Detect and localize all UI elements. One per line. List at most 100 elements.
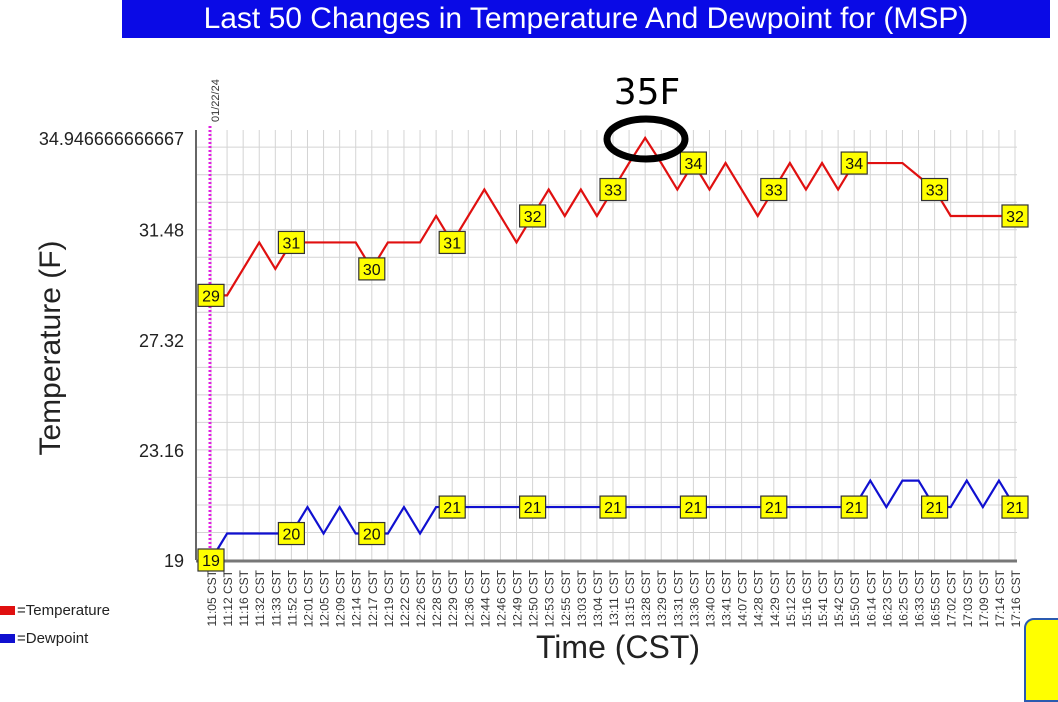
x-tick-label: 17:16 CST [1009, 569, 1023, 627]
x-tick-label: 13:28 CST [639, 569, 653, 627]
x-tick-label: 17:09 CST [977, 569, 991, 627]
x-tick-label: 14:07 CST [736, 569, 750, 627]
x-tick-label: 11:12 CST [221, 569, 235, 626]
data-label-text: 32 [524, 209, 542, 226]
x-tick-label: 11:32 CST [253, 569, 267, 626]
data-label-dewpoint: 20 [277, 521, 305, 546]
data-point-temperature [965, 214, 968, 217]
data-point-temperature [242, 267, 245, 270]
data-point-dewpoint [354, 532, 357, 535]
y-tick-label: 31.48 [139, 221, 184, 241]
data-point-dewpoint [821, 506, 824, 509]
data-label-temperature: 31 [438, 230, 466, 255]
data-label-text: 21 [845, 500, 863, 517]
data-point-temperature [435, 214, 438, 217]
data-label-text: 19 [202, 553, 220, 570]
data-point-temperature [724, 162, 727, 165]
x-tick-label: 13:40 CST [703, 569, 717, 627]
data-label-dewpoint: 21 [679, 495, 708, 519]
x-tick-label: 12:36 CST [462, 569, 476, 627]
data-label-temperature: 33 [760, 177, 788, 202]
data-label-text: 32 [1006, 209, 1024, 226]
data-point-temperature [981, 214, 984, 217]
data-label-text: 21 [926, 500, 944, 517]
data-point-dewpoint [226, 532, 229, 535]
data-label-box [840, 151, 868, 175]
x-tick-label: 11:05 CST [205, 569, 219, 626]
data-point-temperature [547, 188, 550, 191]
data-label-box [358, 521, 386, 546]
x-tick-label: 12:49 CST [511, 569, 525, 627]
data-label-temperature: 34 [840, 151, 868, 175]
data-label-box [277, 230, 305, 255]
data-label-text: 33 [604, 183, 622, 200]
x-tick-label: 11:16 CST [237, 569, 251, 626]
data-point-temperature [676, 188, 679, 191]
data-label-dewpoint: 21 [760, 495, 788, 519]
data-point-temperature [579, 188, 582, 191]
legend: =Temperature =Dewpoint [0, 596, 110, 652]
data-point-temperature [949, 214, 952, 217]
grid [196, 130, 1017, 561]
legend-item-dewpoint: =Dewpoint [0, 624, 110, 652]
x-tick-label: 13:29 CST [655, 569, 669, 627]
data-point-temperature [402, 241, 405, 244]
data-point-temperature [274, 267, 277, 270]
data-point-dewpoint [804, 506, 807, 509]
data-point-dewpoint [483, 506, 486, 509]
x-tick-label: 12:53 CST [543, 569, 557, 627]
data-point-dewpoint [885, 506, 888, 509]
data-point-temperature [997, 214, 1000, 217]
data-label-box [1001, 204, 1029, 228]
y-tick-label: 34.946666666667 [39, 129, 184, 149]
x-tick-label: 17:14 CST [993, 569, 1007, 627]
data-point-dewpoint [724, 506, 727, 509]
x-tick-label: 16:25 CST [896, 569, 910, 627]
data-point-dewpoint [965, 479, 968, 482]
data-point-dewpoint [660, 506, 663, 509]
data-point-dewpoint [563, 506, 566, 509]
x-tick-label: 12:09 CST [334, 569, 348, 627]
data-labels: 29 31 30 31 32 33 34 33 34 33 32 19 20 20 21 21 21 21 21 21… [197, 151, 1029, 572]
data-point-dewpoint [338, 506, 341, 509]
data-point-temperature [483, 188, 486, 191]
legend-item-temperature: =Temperature [0, 596, 110, 624]
data-point-temperature [821, 162, 824, 165]
annotation-text: 35F [614, 72, 681, 113]
data-label-box [920, 177, 949, 202]
data-point-temperature [386, 241, 389, 244]
data-point-dewpoint [981, 506, 984, 509]
data-point-dewpoint [306, 506, 309, 509]
data-point-temperature [258, 241, 261, 244]
x-tick-label: 16:14 CST [864, 569, 878, 627]
data-label-box [358, 257, 386, 281]
data-label-text: 34 [685, 156, 703, 173]
x-tick-label: 16:33 CST [913, 569, 927, 627]
data-label-box [760, 495, 788, 519]
data-point-temperature [837, 188, 840, 191]
data-label-temperature: 29 [197, 283, 225, 307]
yellow-note-box [1024, 618, 1058, 702]
data-label-box [438, 230, 466, 255]
data-point-dewpoint [756, 506, 759, 509]
data-point-temperature [901, 162, 904, 165]
data-label-text: 21 [443, 500, 461, 517]
data-point-dewpoint [467, 506, 470, 509]
data-point-temperature [869, 162, 872, 165]
data-point-dewpoint [435, 506, 438, 509]
data-label-text: 20 [363, 527, 381, 544]
y-tick-label: 19 [164, 551, 184, 571]
x-tick-label: 12:26 CST [414, 569, 428, 627]
data-label-temperature: 33 [920, 177, 949, 202]
data-label-temperature: 30 [358, 257, 386, 281]
data-point-temperature [804, 188, 807, 191]
data-label-text: 21 [604, 500, 622, 517]
x-tick-label: 12:29 CST [446, 569, 460, 627]
data-label-text: 33 [765, 183, 783, 200]
chart-title: Last 50 Changes in Temperature And Dewpo… [122, 0, 1050, 38]
x-tick-label: 13:15 CST [623, 569, 637, 627]
x-tick-label: 13:03 CST [575, 569, 589, 627]
data-point-temperature [628, 162, 631, 165]
data-point-temperature [595, 214, 598, 217]
data-label-text: 30 [363, 262, 381, 279]
